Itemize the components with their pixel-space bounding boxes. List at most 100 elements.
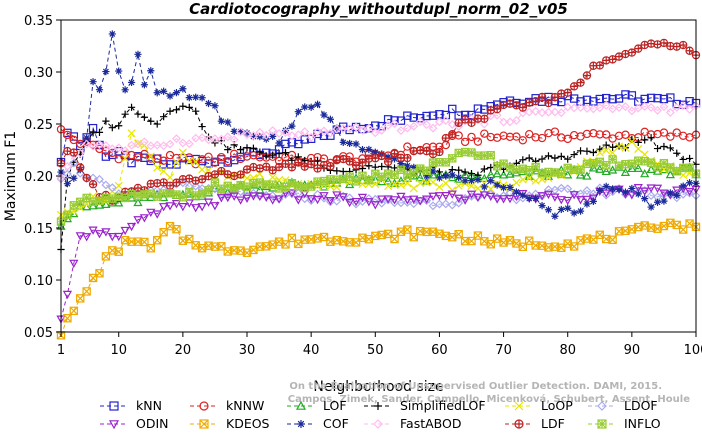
data-point bbox=[582, 171, 592, 180]
x-tick-label: 40 bbox=[303, 343, 320, 358]
data-point bbox=[685, 163, 694, 172]
data-point bbox=[235, 196, 246, 205]
data-point bbox=[659, 128, 669, 137]
data-point bbox=[230, 141, 238, 149]
data-point bbox=[441, 116, 451, 125]
data-point bbox=[294, 182, 303, 191]
data-point bbox=[652, 184, 663, 193]
data-point bbox=[133, 191, 142, 200]
data-point bbox=[563, 102, 573, 112]
data-point bbox=[332, 235, 342, 245]
data-point bbox=[69, 306, 79, 316]
data-point bbox=[679, 163, 688, 172]
data-point bbox=[634, 144, 643, 153]
data-point bbox=[685, 154, 694, 163]
data-point bbox=[685, 179, 694, 187]
data-point bbox=[556, 196, 566, 205]
data-point bbox=[249, 132, 258, 141]
data-point bbox=[287, 179, 296, 188]
data-point bbox=[198, 189, 207, 198]
data-point bbox=[602, 130, 611, 139]
data-point bbox=[596, 61, 604, 70]
data-point bbox=[608, 235, 617, 244]
data-point bbox=[455, 119, 463, 127]
data-point bbox=[88, 273, 98, 283]
data-point bbox=[647, 203, 655, 211]
data-point bbox=[198, 175, 206, 183]
data-point bbox=[288, 122, 296, 130]
data-point bbox=[172, 106, 181, 114]
data-point bbox=[514, 401, 524, 411]
data-point bbox=[352, 177, 361, 186]
data-point bbox=[621, 188, 630, 196]
data-point bbox=[653, 198, 662, 206]
data-point bbox=[69, 201, 78, 210]
data-point bbox=[351, 238, 361, 247]
data-point bbox=[159, 167, 168, 176]
data-point bbox=[576, 207, 585, 215]
data-point bbox=[479, 173, 489, 182]
data-point bbox=[532, 194, 540, 203]
data-point bbox=[364, 123, 374, 133]
data-point bbox=[293, 196, 303, 205]
data-point bbox=[511, 195, 521, 205]
data-point bbox=[576, 147, 585, 155]
data-point bbox=[69, 135, 79, 145]
data-point bbox=[166, 182, 174, 190]
data-point bbox=[544, 107, 553, 117]
data-point bbox=[672, 167, 681, 176]
data-point bbox=[108, 124, 116, 132]
data-point bbox=[627, 106, 637, 116]
data-point bbox=[82, 233, 92, 242]
data-point bbox=[297, 420, 305, 428]
data-point bbox=[672, 99, 681, 109]
data-point bbox=[82, 139, 92, 149]
data-point bbox=[211, 102, 219, 110]
data-point bbox=[339, 155, 347, 163]
data-point bbox=[493, 162, 502, 171]
data-point bbox=[146, 244, 155, 253]
data-point bbox=[601, 100, 611, 110]
data-point bbox=[660, 39, 668, 47]
data-point bbox=[178, 236, 188, 245]
data-point bbox=[120, 235, 130, 245]
data-point bbox=[441, 110, 451, 120]
data-point bbox=[352, 140, 360, 148]
y-tick-label: 0.20 bbox=[24, 170, 53, 185]
data-point bbox=[409, 184, 418, 193]
data-point bbox=[95, 196, 104, 205]
legend-label: LOF bbox=[323, 398, 347, 413]
data-point bbox=[454, 198, 464, 208]
data-point bbox=[563, 163, 572, 172]
legend-label: INFLO bbox=[624, 416, 661, 431]
data-point bbox=[479, 191, 489, 200]
data-point bbox=[564, 155, 572, 163]
data-point bbox=[287, 189, 297, 198]
data-point bbox=[531, 241, 540, 250]
data-point bbox=[569, 242, 579, 251]
data-point bbox=[203, 198, 214, 207]
data-point bbox=[371, 154, 379, 162]
data-point bbox=[76, 197, 85, 206]
x-tick-label: 1 bbox=[57, 343, 65, 358]
data-point bbox=[165, 202, 175, 211]
legend-label: FastABOD bbox=[400, 416, 462, 431]
data-point bbox=[69, 259, 79, 269]
data-point bbox=[256, 164, 264, 172]
data-point bbox=[172, 224, 181, 234]
data-point bbox=[274, 195, 284, 204]
data-point bbox=[467, 110, 476, 120]
data-point bbox=[95, 269, 104, 278]
data-point bbox=[62, 290, 73, 300]
data-point bbox=[63, 210, 72, 219]
data-point bbox=[249, 144, 258, 152]
data-point bbox=[583, 147, 591, 155]
data-point bbox=[332, 183, 341, 192]
data-point bbox=[339, 167, 347, 176]
data-point bbox=[621, 50, 630, 58]
data-point bbox=[557, 152, 565, 161]
data-point bbox=[505, 132, 515, 142]
data-point bbox=[320, 111, 328, 119]
data-point bbox=[557, 205, 565, 214]
data-point bbox=[166, 92, 174, 100]
